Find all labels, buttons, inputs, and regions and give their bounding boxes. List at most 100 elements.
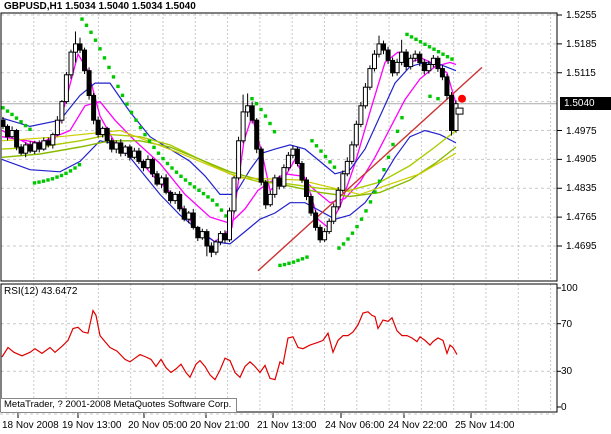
candle-body — [5, 125, 10, 138]
rsi-indicator-label: RSI(12) 43.6472 — [4, 286, 78, 297]
sar-dot — [147, 139, 152, 143]
candle-body — [118, 142, 124, 154]
candle-body — [453, 103, 459, 131]
ma-chartreuse-2 — [1, 140, 457, 198]
candle-body — [381, 43, 386, 51]
sar-dot — [111, 75, 116, 79]
sar-dot — [296, 258, 300, 263]
rsi-panel-border — [0, 283, 558, 413]
sar-dot — [400, 116, 404, 120]
sar-dot — [254, 102, 259, 106]
candle-body — [168, 191, 174, 202]
sar-dot — [405, 32, 409, 37]
sar-dot — [414, 37, 418, 41]
candle-body — [82, 49, 87, 72]
candle-body — [95, 119, 101, 136]
candle-body — [335, 189, 341, 208]
price-axis-label: 1.5185 — [566, 38, 597, 50]
sar-dot — [188, 182, 192, 186]
sar-dot — [19, 120, 23, 124]
sar-dot — [287, 261, 291, 265]
rsi-axis-label: 100 — [561, 283, 578, 294]
sar-dot — [332, 165, 337, 169]
candle-body — [417, 53, 423, 64]
sar-dot — [152, 145, 156, 150]
sar-dot — [436, 97, 440, 101]
sar-dot — [386, 155, 391, 159]
candle-body — [186, 212, 192, 220]
candle-body — [394, 61, 400, 74]
sar-dot — [59, 173, 64, 178]
time-axis-label: 21 Nov 13:00 — [257, 420, 317, 431]
candle-body — [267, 193, 273, 206]
sar-dot — [224, 214, 228, 218]
candle-body — [86, 70, 92, 96]
sar-dot — [102, 56, 107, 60]
candle-body — [236, 140, 242, 179]
sar-dot — [98, 47, 102, 51]
sar-dot — [206, 195, 210, 199]
sar-dot — [395, 129, 400, 133]
candle-body — [358, 105, 364, 125]
candle-body — [181, 208, 187, 220]
sar-dot — [428, 94, 432, 98]
sar-dot — [10, 112, 14, 117]
candle-body — [213, 241, 219, 253]
candle-body — [104, 127, 110, 142]
band-upper-blue — [1, 61, 457, 195]
candle-body — [204, 231, 210, 247]
candle-body — [412, 53, 418, 59]
sar-dot — [323, 154, 328, 159]
candle-body — [276, 177, 282, 187]
sar-dot — [436, 50, 441, 54]
candle-body — [444, 76, 450, 97]
candle-body — [140, 160, 146, 169]
candle-body — [317, 226, 323, 241]
sar-dot — [1, 106, 5, 110]
candle-body — [258, 148, 264, 183]
sar-dot — [314, 144, 319, 148]
candle-body — [322, 231, 328, 241]
last-bar-marker — [455, 107, 464, 115]
price-axis-label: 1.5115 — [566, 67, 596, 79]
sar-dot — [210, 198, 215, 202]
price-axis-label: 1.4835 — [566, 183, 597, 195]
sar-dot — [179, 174, 183, 178]
time-axis-label: 20 Nov 05:00 — [128, 420, 188, 431]
candle-body — [435, 57, 441, 70]
sar-dot — [346, 237, 350, 241]
candle-body — [77, 43, 83, 51]
candle-body — [136, 150, 142, 162]
candle-body — [285, 154, 291, 169]
sar-dot — [77, 163, 82, 167]
candle-body — [439, 68, 445, 78]
sar-dot — [278, 263, 282, 268]
sar-dot — [359, 217, 364, 221]
candle-body — [14, 130, 20, 148]
ma-chartreuse-1 — [1, 129, 457, 192]
sar-dot — [5, 109, 10, 113]
rsi-axis-label: 70 — [561, 318, 573, 330]
candle-body — [100, 127, 106, 136]
sar-dot — [418, 40, 423, 44]
sar-dot — [93, 38, 98, 42]
sar-dot — [161, 156, 165, 161]
sar-dot — [14, 116, 19, 120]
candle-body — [421, 61, 427, 72]
candle-body — [127, 146, 133, 158]
sar-dot — [46, 178, 50, 182]
candle-body — [290, 148, 296, 156]
sar-dot — [80, 17, 84, 21]
sar-dot — [310, 139, 314, 143]
candle-body — [281, 167, 287, 187]
sar-dot — [120, 93, 125, 98]
sar-dot — [170, 166, 174, 170]
candle-body — [426, 64, 432, 72]
candle-body — [131, 150, 137, 158]
candle-body — [376, 43, 382, 55]
sar-dot — [282, 262, 287, 267]
sar-dot — [368, 200, 373, 204]
sar-dot — [441, 52, 445, 56]
